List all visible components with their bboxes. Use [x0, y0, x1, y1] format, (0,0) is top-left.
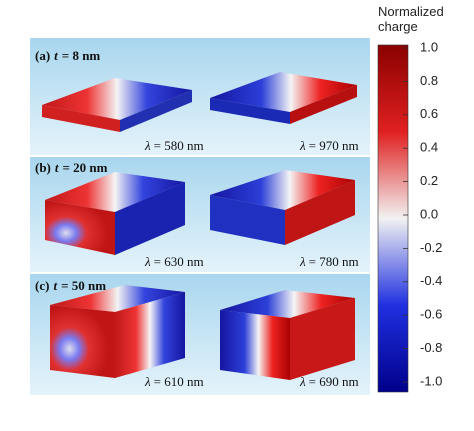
variable: t [55, 160, 59, 175]
panel-label: (a) t = 8 nm [35, 48, 100, 63]
colorbar-tick-label: -1.0 [420, 373, 442, 388]
colorbar-tick-label: 1.0 [420, 39, 438, 54]
mode-label: λ = 970 nm [299, 138, 359, 153]
box [45, 172, 185, 255]
mode-value: = 630 nm [154, 254, 204, 269]
variable: t [54, 48, 58, 63]
colorbar [377, 44, 409, 393]
variable: t [53, 278, 57, 293]
panel-label: (b) t = 20 nm [35, 160, 108, 175]
panel-letter: (a) [35, 48, 50, 63]
colorbar-tick-label: 0.2 [420, 173, 438, 188]
mode-value: = 970 nm [309, 138, 359, 153]
box [210, 72, 357, 124]
colorbar-tick-label: -0.2 [420, 240, 442, 255]
symbol: λ [144, 138, 151, 153]
mode-label: λ = 580 nm [144, 138, 204, 153]
mode-label: λ = 780 nm [299, 254, 359, 269]
symbol: λ [299, 138, 306, 153]
box [220, 290, 355, 380]
variable-value: = 8 nm [62, 48, 101, 63]
panel-label: (c) t = 50 nm [35, 278, 106, 293]
variable-value: = 50 nm [61, 278, 106, 293]
colorbar-tick-label: 0.4 [420, 140, 438, 155]
colorbar-tick-label: -0.8 [420, 340, 442, 355]
mode-value: = 580 nm [154, 138, 204, 153]
symbol: λ [299, 374, 306, 389]
mode-value: = 690 nm [309, 374, 359, 389]
mode-label: λ = 690 nm [299, 374, 359, 389]
mode-label: λ = 610 nm [144, 374, 204, 389]
symbol: λ [299, 254, 306, 269]
box [42, 78, 192, 132]
mode-value: = 610 nm [154, 374, 204, 389]
mode-label: λ = 630 nm [144, 254, 204, 269]
box [50, 285, 185, 378]
variable-value: = 20 nm [63, 160, 108, 175]
panel-letter: (c) [35, 278, 49, 293]
box [210, 170, 355, 245]
symbol: λ [144, 374, 151, 389]
colorbar-tick-label: 0.8 [420, 73, 438, 88]
panel-letter: (b) [35, 160, 51, 175]
colorbar-tick-label: -0.6 [420, 307, 442, 322]
colorbar-tick-label: 0.6 [420, 106, 438, 121]
colorbar-tick-label: 0.0 [420, 206, 438, 221]
symbol: λ [144, 254, 151, 269]
colorbar-title: Normalized charge [378, 4, 444, 34]
colorbar-tick-label: -0.4 [420, 273, 442, 288]
mode-value: = 780 nm [309, 254, 359, 269]
